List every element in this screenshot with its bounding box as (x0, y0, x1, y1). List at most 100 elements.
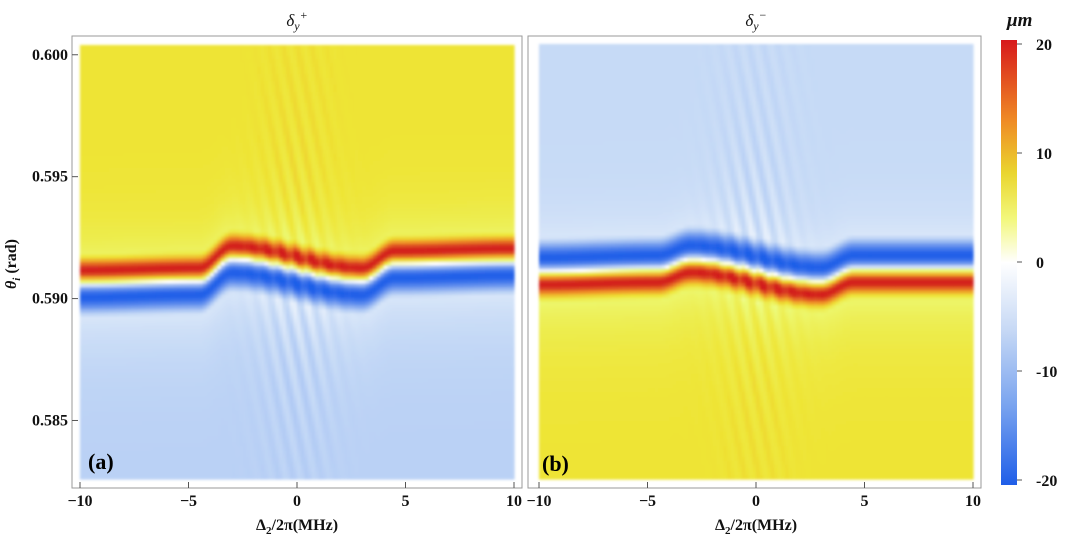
heatmap-cell (170, 45, 174, 49)
heatmap-cell (167, 172, 171, 176)
heatmap-cell (362, 81, 366, 85)
heatmap-cell (456, 135, 460, 139)
heatmap-cell (199, 146, 203, 150)
heatmap-cell (189, 114, 193, 118)
heatmap-cell (199, 52, 203, 56)
heatmap-cell (344, 139, 348, 143)
heatmap-cell (293, 157, 297, 161)
heatmap-cell (380, 56, 384, 60)
heatmap-cell (91, 78, 95, 82)
heatmap-cell (489, 96, 493, 100)
heatmap-cell (391, 78, 395, 82)
heatmap-cell (102, 193, 106, 197)
heatmap-cell (275, 88, 279, 92)
heatmap-cell (315, 99, 319, 103)
heatmap-cell (453, 146, 457, 150)
heatmap-cell (301, 70, 305, 74)
heatmap-cell (485, 164, 489, 168)
heatmap-cell (290, 132, 294, 136)
heatmap-cell (416, 56, 420, 60)
heatmap-cell (221, 179, 225, 183)
heatmap-cell (485, 154, 489, 158)
heatmap-cell (167, 121, 171, 125)
heatmap-cell (344, 190, 348, 194)
heatmap-cell (348, 92, 352, 96)
heatmap-cell (120, 96, 124, 100)
heatmap-cell (442, 125, 446, 129)
heatmap-cell (492, 70, 496, 74)
heatmap-cell (113, 139, 117, 143)
heatmap-cell (304, 190, 308, 194)
heatmap-cell (98, 67, 102, 71)
heatmap-cell (406, 99, 410, 103)
heatmap-cell (337, 150, 341, 154)
heatmap-cell (141, 70, 145, 74)
heatmap-cell (319, 56, 323, 60)
heatmap-cell (228, 63, 232, 67)
heatmap-cell (163, 103, 167, 107)
heatmap-cell (442, 117, 446, 121)
heatmap-cell (348, 179, 352, 183)
heatmap-cell (481, 179, 485, 183)
heatmap-cell (138, 182, 142, 186)
heatmap-cell (315, 172, 319, 176)
heatmap-cell (228, 157, 232, 161)
heatmap-cell (127, 78, 131, 82)
heatmap-cell (463, 121, 467, 125)
heatmap-cell (442, 45, 446, 49)
heatmap-cell (134, 172, 138, 176)
heatmap-cell (510, 99, 514, 103)
heatmap-cell (264, 99, 268, 103)
heatmap-cell (471, 157, 475, 161)
heatmap-cell (232, 85, 236, 89)
heatmap-cell (239, 45, 243, 49)
heatmap-cell (170, 128, 174, 132)
heatmap-cell (348, 74, 352, 78)
heatmap-cell (192, 70, 196, 74)
heatmap-cell (192, 150, 196, 154)
heatmap-cell (185, 179, 189, 183)
heatmap-cell (351, 128, 355, 132)
heatmap-cell (167, 150, 171, 154)
heatmap-cell (228, 132, 232, 136)
heatmap-cell (145, 135, 149, 139)
heatmap-cell (387, 103, 391, 107)
heatmap-cell (232, 193, 236, 197)
heatmap-cell (134, 103, 138, 107)
heatmap-cell (474, 70, 478, 74)
heatmap-cell (326, 179, 330, 183)
heatmap-cell (507, 186, 511, 190)
heatmap-cell (246, 135, 250, 139)
heatmap-cell (98, 161, 102, 165)
heatmap-cell (98, 146, 102, 150)
heatmap-cell (442, 146, 446, 150)
heatmap-cell (373, 150, 377, 154)
heatmap-cell (192, 161, 196, 165)
heatmap-cell (384, 175, 388, 179)
heatmap-cell (217, 146, 221, 150)
heatmap-cell (232, 161, 236, 165)
heatmap-cell (293, 179, 297, 183)
heatmap-cell (203, 70, 207, 74)
heatmap-cell (239, 143, 243, 147)
heatmap-cell (427, 74, 431, 78)
heatmap-cell (221, 96, 225, 100)
heatmap-cell (326, 106, 330, 110)
heatmap-cell (246, 132, 250, 136)
heatmap-cell (210, 103, 214, 107)
heatmap-cell (293, 74, 297, 78)
heatmap-cell (275, 59, 279, 63)
heatmap-cell (102, 157, 106, 161)
heatmap-cell (503, 139, 507, 143)
heatmap-cell (264, 74, 268, 78)
heatmap-cell (333, 99, 337, 103)
heatmap-cell (366, 175, 370, 179)
heatmap-cell (348, 99, 352, 103)
heatmap-cell (264, 88, 268, 92)
heatmap-cell (398, 88, 402, 92)
heatmap-cell (333, 52, 337, 56)
heatmap-cell (355, 70, 359, 74)
heatmap-cell (460, 190, 464, 194)
heatmap-cell (149, 121, 153, 125)
heatmap-cell (348, 157, 352, 161)
